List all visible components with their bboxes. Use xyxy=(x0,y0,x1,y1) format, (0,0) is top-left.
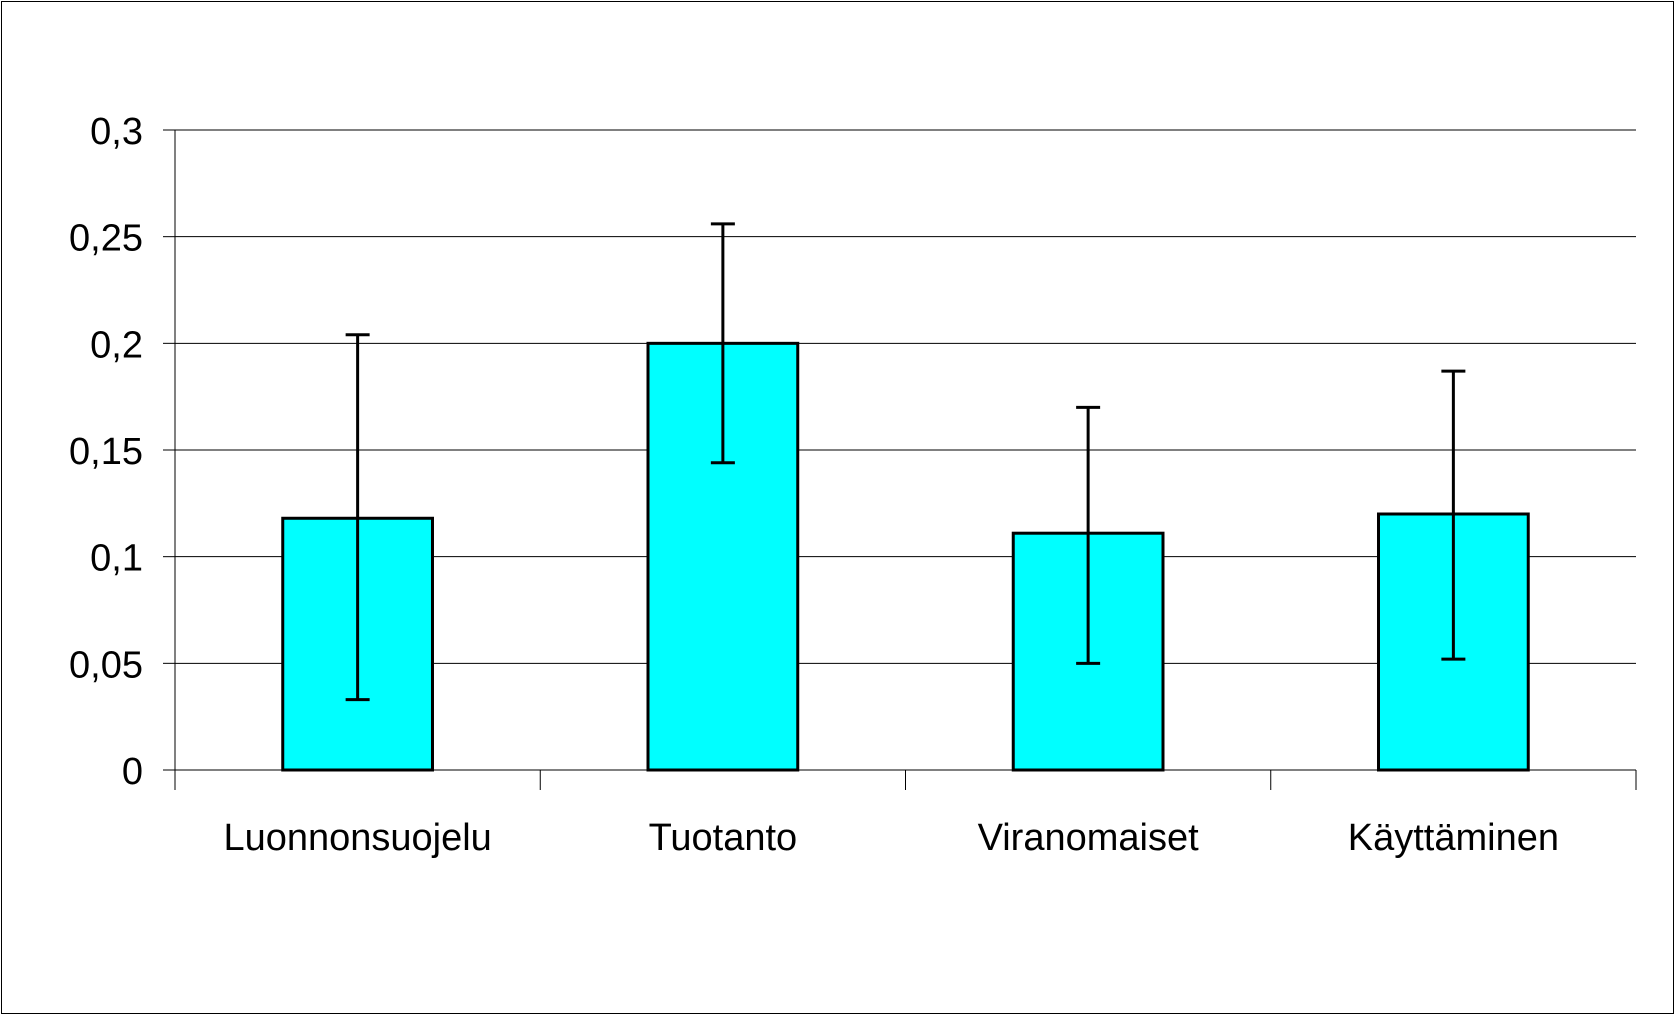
x-category-label: Tuotanto xyxy=(649,817,798,859)
y-tick-label: 0,25 xyxy=(69,218,143,260)
y-tick-label: 0,2 xyxy=(90,324,143,366)
y-tick-label: 0,05 xyxy=(69,644,143,686)
x-category-label: Luonnonsuojelu xyxy=(223,817,491,859)
y-tick-label: 0 xyxy=(122,751,143,793)
error-bars xyxy=(346,224,1466,700)
x-category-labels: Luonnonsuojelu Tuotanto Viranomaiset Käyttä… xyxy=(223,817,1559,859)
y-tick-label: 0,1 xyxy=(90,538,143,580)
y-tick-label: 0,3 xyxy=(90,111,143,153)
y-tick-labels: 0 0,05 0,1 0,15 0,2 0,25 0,3 xyxy=(69,111,143,793)
y-tick-label: 0,15 xyxy=(69,431,143,473)
x-category-label: Käyttäminen xyxy=(1348,817,1559,859)
x-category-label: Viranomaiset xyxy=(978,817,1200,859)
